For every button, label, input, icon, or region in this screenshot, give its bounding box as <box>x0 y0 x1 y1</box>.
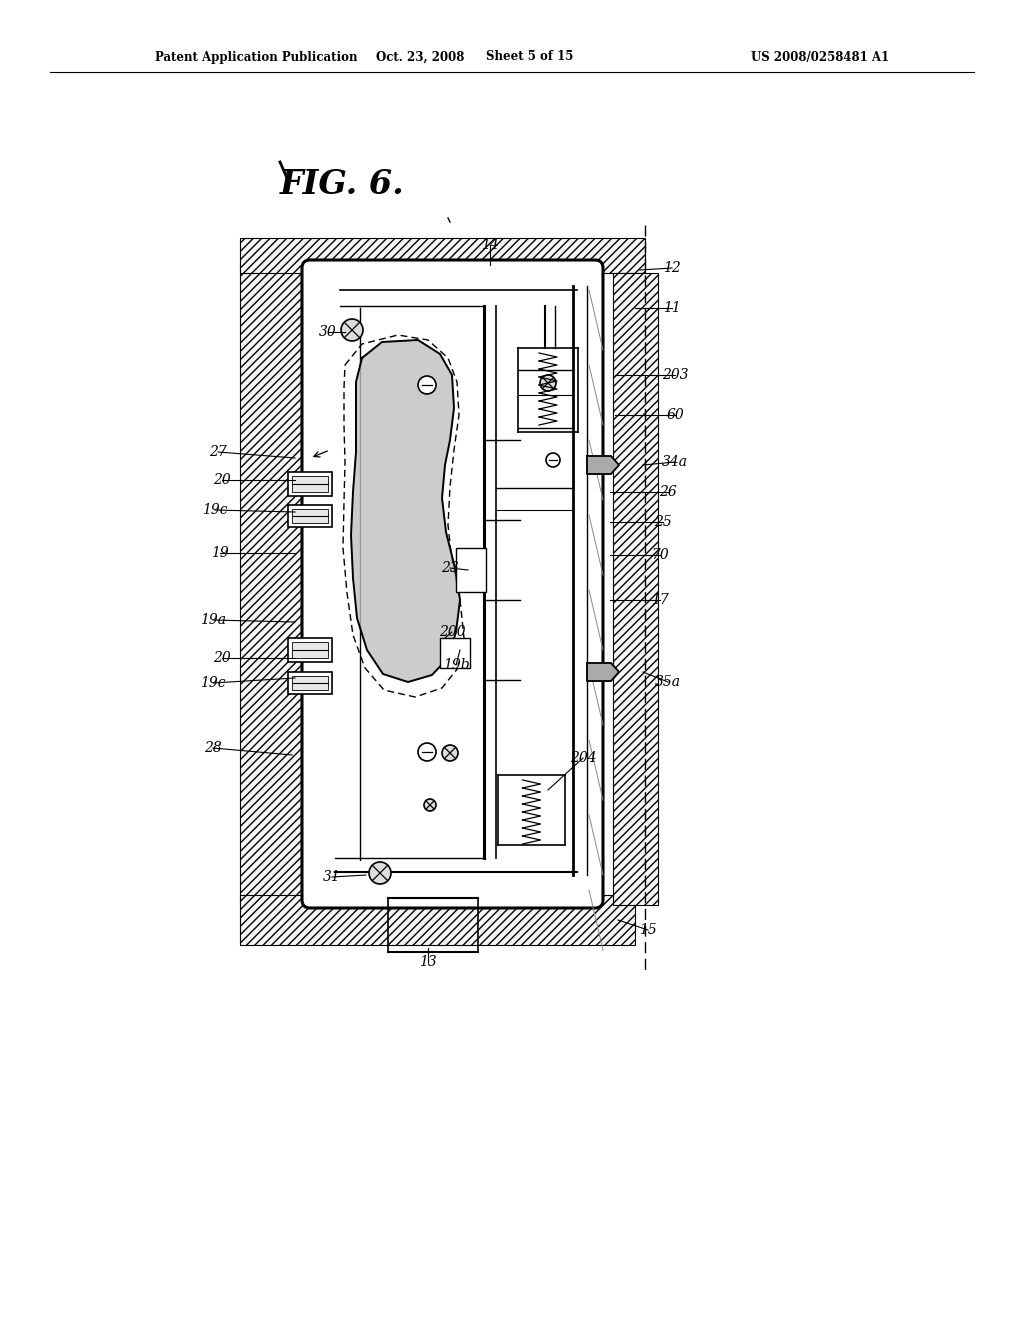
Bar <box>288 506 332 527</box>
Text: 26: 26 <box>659 484 677 499</box>
Circle shape <box>546 453 560 467</box>
Text: 35a: 35a <box>655 675 681 689</box>
Bar <box>292 510 328 523</box>
Text: 17: 17 <box>651 593 669 607</box>
Text: 200: 200 <box>438 624 465 639</box>
Bar <box>240 238 645 273</box>
Text: Patent Application Publication: Patent Application Publication <box>155 50 357 63</box>
Text: 23: 23 <box>441 561 459 576</box>
Bar <box>288 638 332 663</box>
Text: US 2008/0258481 A1: US 2008/0258481 A1 <box>751 50 889 63</box>
Bar <box>456 548 486 591</box>
Text: 12: 12 <box>664 261 681 275</box>
Circle shape <box>424 799 436 810</box>
Bar <box>288 473 332 496</box>
Bar <box>240 263 319 906</box>
Text: 203: 203 <box>662 368 688 381</box>
Text: 204: 204 <box>569 751 596 766</box>
Circle shape <box>341 319 362 341</box>
Text: 19: 19 <box>211 546 229 560</box>
Bar <box>292 676 328 690</box>
Text: 19b: 19b <box>442 657 469 672</box>
Text: Oct. 23, 2008: Oct. 23, 2008 <box>376 50 464 63</box>
Polygon shape <box>587 455 618 474</box>
Text: 20: 20 <box>213 651 230 665</box>
FancyBboxPatch shape <box>302 260 603 908</box>
Bar <box>440 638 470 668</box>
Text: 34a: 34a <box>662 455 688 469</box>
Circle shape <box>418 743 436 762</box>
Text: 70: 70 <box>651 548 669 562</box>
Text: 19a: 19a <box>200 612 226 627</box>
Polygon shape <box>351 341 460 682</box>
Text: 20: 20 <box>213 473 230 487</box>
Text: 11: 11 <box>664 301 681 315</box>
Text: 60: 60 <box>667 408 684 422</box>
Text: 25: 25 <box>654 515 672 529</box>
Text: 19c: 19c <box>201 676 225 690</box>
Circle shape <box>442 744 458 762</box>
Text: Sheet 5 of 15: Sheet 5 of 15 <box>486 50 573 63</box>
Bar <box>292 477 328 492</box>
Text: 27: 27 <box>209 445 227 459</box>
Text: 30: 30 <box>319 325 337 339</box>
Text: FIG. 6.: FIG. 6. <box>280 169 404 202</box>
Bar <box>288 672 332 694</box>
Bar <box>613 273 658 906</box>
Circle shape <box>540 375 556 391</box>
Text: 31: 31 <box>324 870 341 884</box>
Text: 13: 13 <box>419 954 437 969</box>
Text: 14: 14 <box>481 238 499 252</box>
Polygon shape <box>587 663 618 681</box>
Bar <box>240 895 635 945</box>
Text: 28: 28 <box>204 741 222 755</box>
Text: 15: 15 <box>639 923 656 937</box>
Circle shape <box>418 376 436 393</box>
Text: 19c: 19c <box>203 503 227 517</box>
Circle shape <box>369 862 391 884</box>
Bar <box>292 642 328 657</box>
